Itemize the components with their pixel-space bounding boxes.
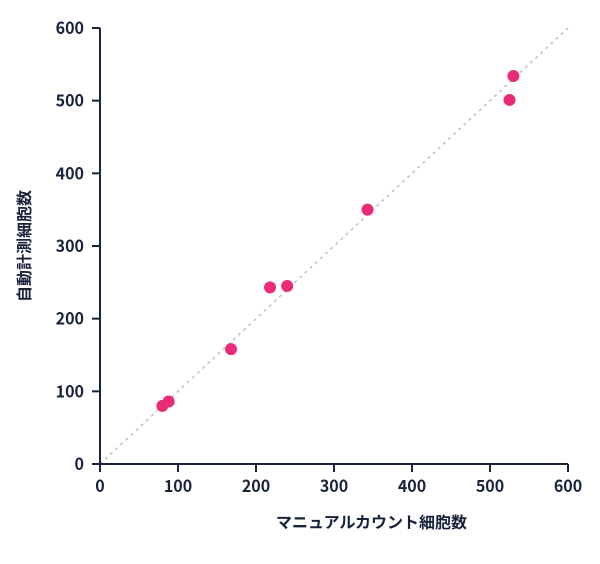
data-point (281, 280, 293, 292)
x-tick-label: 500 (476, 473, 504, 497)
x-tick-label: 300 (320, 473, 348, 497)
x-tick-label: 600 (554, 473, 582, 497)
y-tick-label: 500 (56, 88, 84, 112)
scatter-chart-container: 0 100 200 300 400 500 600 0 100 200 300 400 500 600 マニ… (0, 0, 600, 564)
x-tick-label: 100 (164, 473, 192, 497)
x-tick-label: 200 (242, 473, 270, 497)
data-point (362, 204, 374, 216)
y-tick-label: 400 (56, 160, 84, 184)
data-point (264, 281, 276, 293)
y-tick-label: 300 (56, 233, 84, 257)
scatter-chart: 0 100 200 300 400 500 600 0 100 200 300 400 500 600 マニ… (0, 0, 600, 564)
y-tick-label: 600 (56, 15, 84, 39)
data-point (507, 70, 519, 82)
y-axis-title: 自動計測細胞数 (11, 190, 35, 302)
y-tick-label: 200 (56, 306, 84, 330)
y-tick-label: 0 (75, 451, 84, 475)
x-axis-title: マニュアルカウント細胞数 (276, 509, 467, 533)
y-tick-label: 100 (56, 378, 84, 402)
data-point (163, 396, 175, 408)
x-tick-label: 0 (95, 473, 104, 497)
data-point (225, 343, 237, 355)
chart-background (0, 0, 600, 564)
data-point (504, 94, 516, 106)
x-tick-label: 400 (398, 473, 426, 497)
